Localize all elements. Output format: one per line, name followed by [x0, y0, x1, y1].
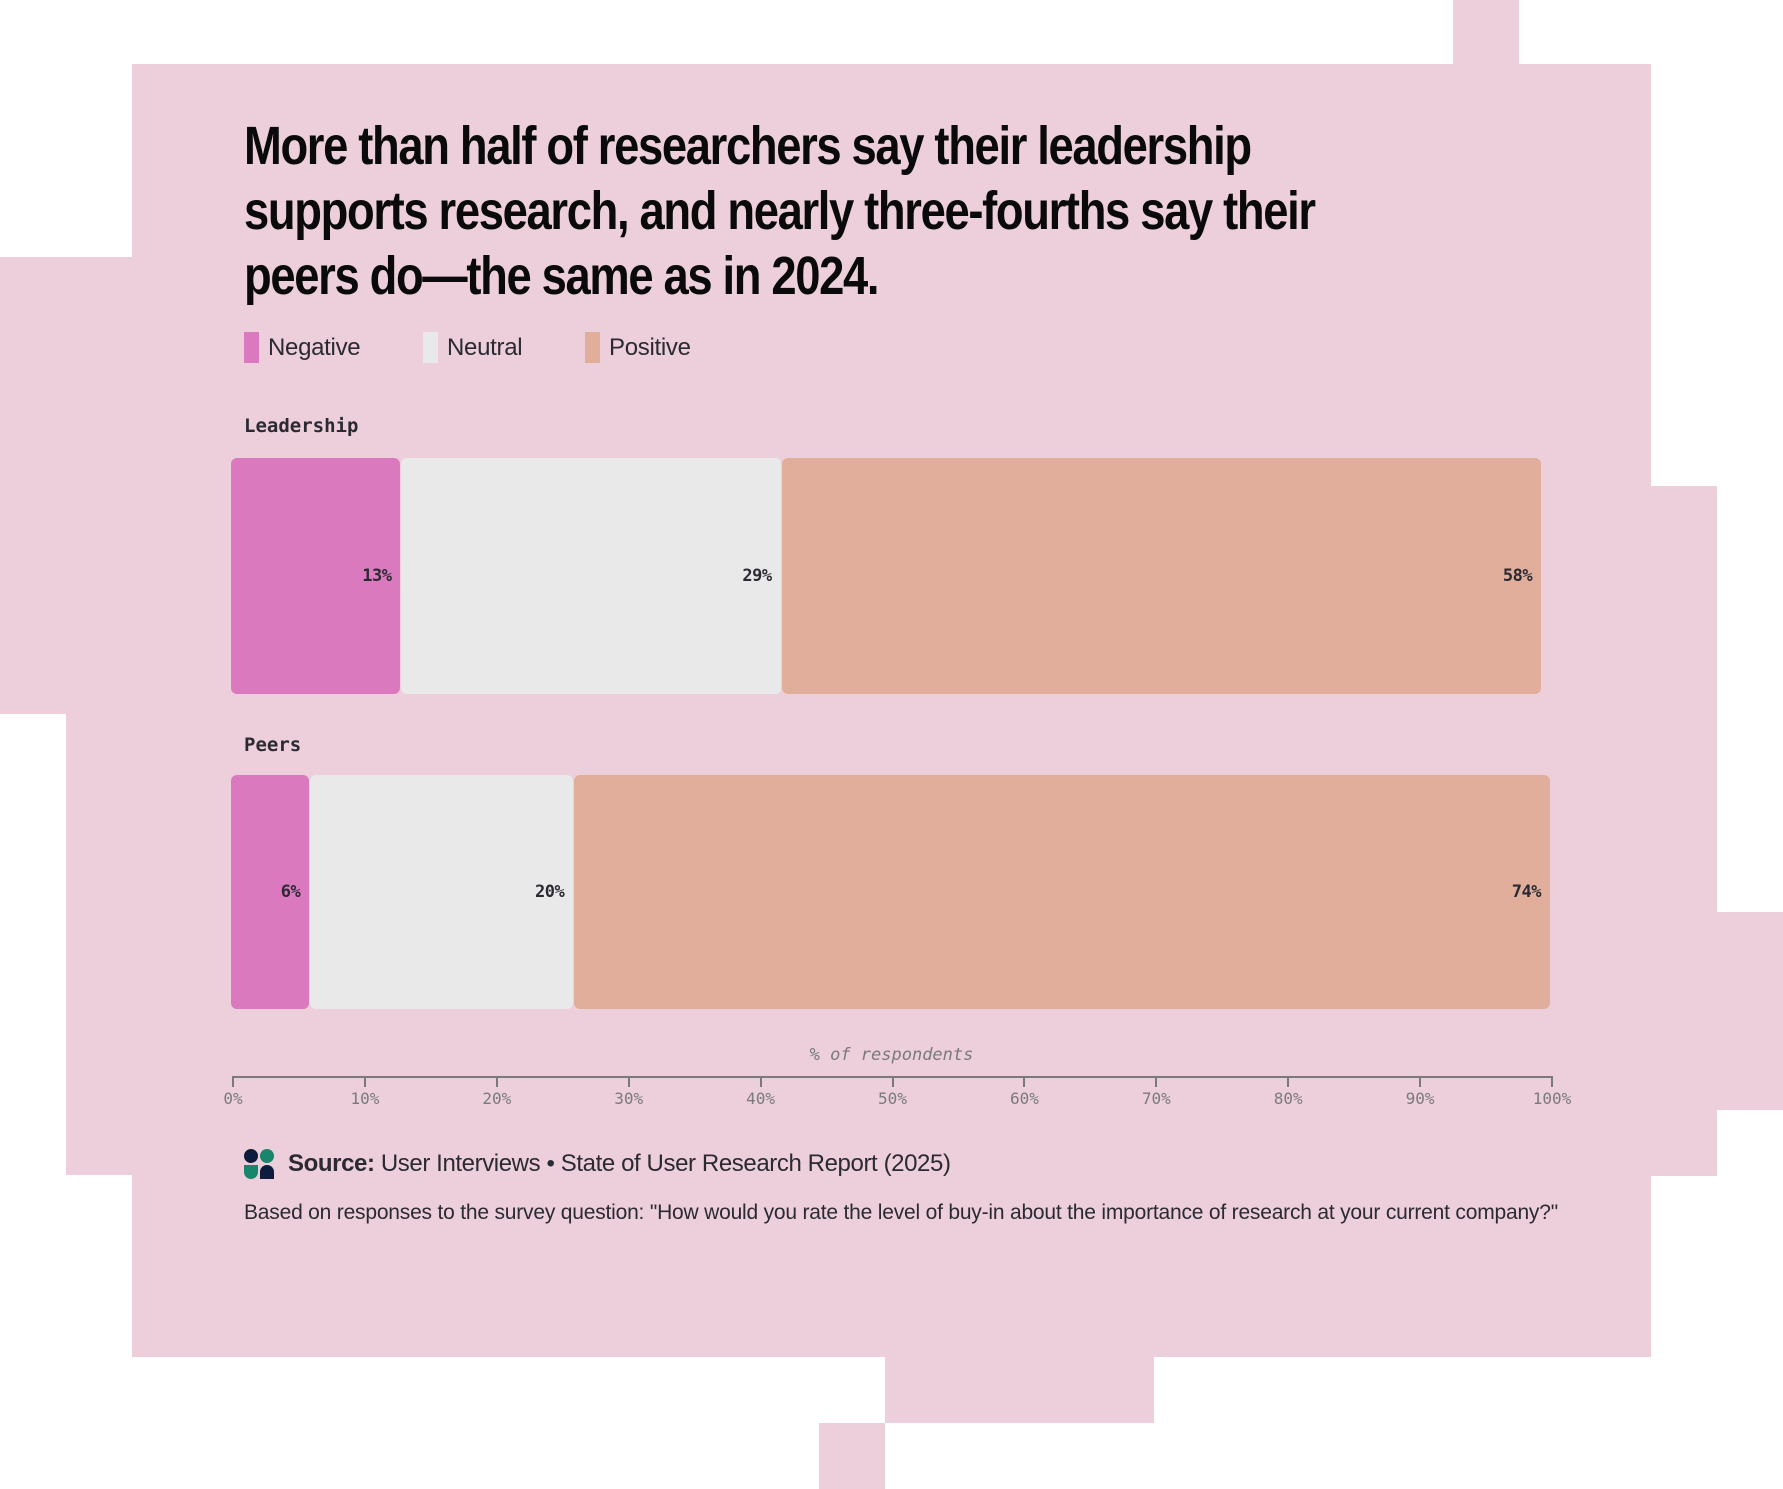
chart-title: More than half of researchers say their …: [244, 114, 1316, 309]
x-axis-tick: [891, 1076, 894, 1087]
x-axis-tick-label: 10%: [350, 1089, 380, 1108]
background-block-bottom-small: [819, 1423, 885, 1489]
legend-item-neutral: Neutral: [423, 332, 585, 363]
legend-swatch-positive: [585, 332, 600, 363]
background-block-left: [0, 257, 132, 714]
legend-swatch-negative: [244, 332, 259, 363]
x-axis-tick-label: 80%: [1273, 1089, 1303, 1108]
source-value: User Interviews • State of User Research…: [380, 1150, 951, 1177]
bar-value-label: 20%: [534, 882, 565, 902]
x-axis-tick-label: 40%: [746, 1089, 776, 1108]
x-axis-tick: [232, 1076, 234, 1087]
x-axis-tick: [1023, 1076, 1026, 1087]
bar-segment-positive: 58%: [781, 458, 1542, 694]
x-axis-title: % of respondents: [809, 1045, 974, 1065]
bar-segment-negative: 6%: [231, 775, 310, 1009]
x-axis-tick: [1155, 1076, 1158, 1087]
x-axis-tick: [1287, 1076, 1290, 1087]
background-block-left-lower: [66, 714, 132, 1175]
chart-title-line-2: supports research, and nearly three-four…: [244, 181, 1316, 241]
source-line: Source: User Interviews • State of User …: [244, 1149, 951, 1179]
row-label-leadership: Leadership: [244, 415, 359, 437]
x-axis-tick-label: 20%: [482, 1089, 512, 1108]
chart-title-line-3: peers do—the same as in 2024.: [244, 246, 880, 306]
bar-segment-negative: 13%: [231, 458, 401, 694]
bar-segment-neutral: 29%: [401, 458, 781, 694]
x-axis-tick: [759, 1076, 762, 1087]
source-text: Source: User Interviews • State of User …: [288, 1150, 951, 1178]
bar-value-label: 74%: [1511, 882, 1542, 902]
background-block-bottom: [885, 1357, 1154, 1423]
row-label-peers: Peers: [244, 734, 302, 756]
x-axis-tick: [495, 1076, 498, 1087]
x-axis-tick-label: 30%: [614, 1089, 644, 1108]
bar-value-label: 13%: [362, 566, 392, 586]
survey-note: Based on responses to the survey questio…: [244, 1201, 1558, 1224]
x-axis-tick-label: 60%: [1009, 1089, 1039, 1108]
legend-label-positive: Positive: [609, 333, 691, 361]
bar-peers: 6% 20% 74%: [231, 775, 1551, 1009]
chart-title-line-1: More than half of researchers say their …: [244, 116, 1252, 176]
legend-swatch-neutral: [423, 332, 438, 363]
bar-value-label: 6%: [280, 882, 301, 902]
x-axis-tick-label: 100%: [1532, 1089, 1572, 1108]
x-axis-tick-label: 0%: [223, 1089, 243, 1108]
x-axis-tick-label: 90%: [1405, 1089, 1435, 1108]
legend-label-neutral: Neutral: [447, 333, 523, 361]
legend: Negative Neutral Positive: [244, 332, 691, 363]
x-axis-tick-label: 50%: [878, 1089, 907, 1108]
legend-item-positive: Positive: [585, 332, 691, 363]
background-block-far-right: [1717, 912, 1783, 1110]
x-axis-tick: [363, 1076, 366, 1087]
bar-segment-neutral: 20%: [310, 775, 574, 1009]
bar-segment-positive: 74%: [574, 775, 1550, 1009]
source-label: Source:: [288, 1150, 375, 1177]
legend-label-negative: Negative: [268, 333, 361, 361]
bar-leadership: 13% 29% 58%: [231, 458, 1550, 694]
background-block-right: [1651, 486, 1717, 1176]
background-block-top: [1453, 0, 1519, 64]
bar-value-label: 29%: [742, 566, 772, 586]
legend-item-negative: Negative: [244, 332, 423, 363]
user-interviews-logo-icon: [244, 1149, 274, 1179]
bar-value-label: 58%: [1502, 566, 1533, 586]
x-axis-tick-label: 70%: [1141, 1089, 1171, 1108]
x-axis-tick: [1419, 1076, 1422, 1087]
background-panel: [132, 64, 1651, 1357]
x-axis-tick: [627, 1076, 630, 1087]
x-axis-tick: [1551, 1076, 1553, 1087]
